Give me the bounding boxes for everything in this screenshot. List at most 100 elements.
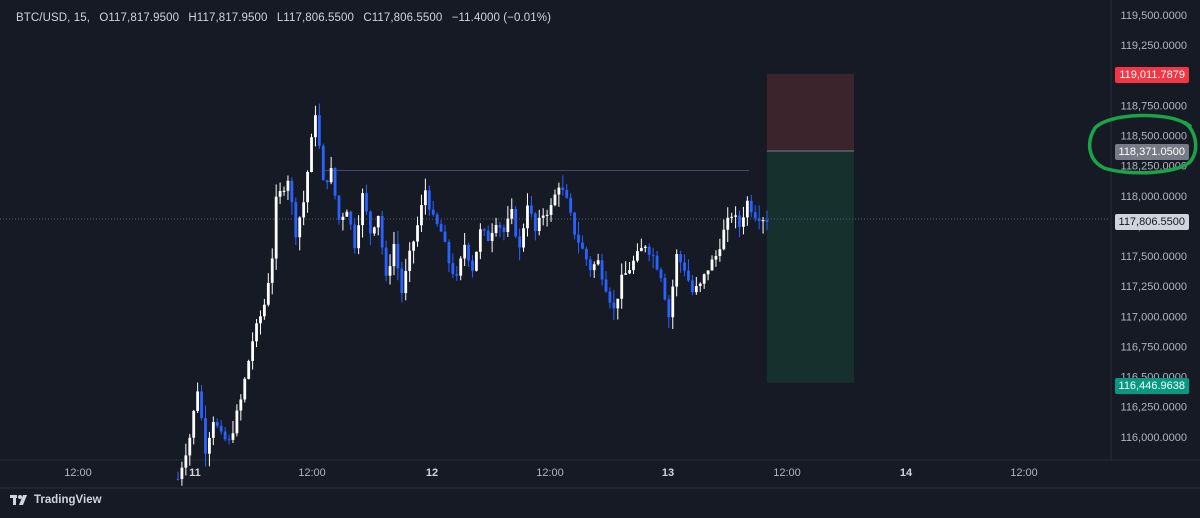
candle-body (690, 280, 694, 293)
y-tick-label: 117,250.0000 (1121, 281, 1187, 293)
y-tick-label: 119,250.0000 (1121, 40, 1187, 52)
candle-body (215, 422, 219, 426)
x-tick-label: 11 (189, 467, 201, 479)
candle-body (333, 168, 337, 196)
candle (683, 254, 686, 277)
candle-body (404, 270, 408, 294)
candle (353, 218, 357, 254)
candle (738, 210, 741, 238)
candle (502, 224, 506, 241)
candle-body (239, 399, 243, 411)
take-profit-zone[interactable] (767, 151, 854, 383)
candle-body (714, 256, 718, 260)
candle-body (698, 283, 702, 287)
candle-body (671, 286, 675, 318)
candle-body (702, 274, 706, 284)
tradingview-text: TradingView (34, 494, 102, 506)
candle (663, 273, 667, 301)
candle (624, 261, 628, 275)
candle-body (506, 218, 510, 232)
candle-body (620, 274, 624, 299)
candle-body (372, 227, 376, 234)
symbol-label[interactable]: BTC/USD, 15, (16, 12, 91, 24)
candle (219, 419, 223, 435)
candle-body (431, 209, 435, 215)
candle-body (188, 437, 192, 456)
candle (628, 261, 631, 275)
candle (584, 246, 588, 266)
candle (247, 359, 251, 380)
candle (722, 219, 726, 251)
candle-body (416, 225, 419, 242)
candle-body (694, 286, 698, 293)
candle-body (588, 259, 592, 271)
candle (380, 210, 384, 255)
candle-body (628, 270, 631, 274)
candle (526, 193, 529, 237)
candle (384, 240, 388, 282)
candle-body (592, 264, 596, 271)
candle-body (235, 410, 239, 434)
stop-loss-zone[interactable] (767, 73, 854, 152)
tradingview-logo[interactable]: TradingView (10, 489, 102, 511)
candle (282, 186, 286, 196)
candle-body (392, 243, 396, 267)
candle (443, 224, 447, 243)
candle (659, 267, 663, 283)
candle-body (636, 251, 639, 261)
candle-body (196, 391, 200, 411)
candle (321, 143, 325, 181)
candle (302, 190, 306, 226)
candle (188, 433, 192, 466)
candle (423, 178, 427, 215)
candle-body (541, 215, 545, 218)
candle-body (730, 216, 734, 218)
candle (215, 418, 219, 429)
open-value: O117,817.9500 (99, 12, 180, 24)
candle-body (533, 213, 537, 231)
y-tick-label: 116,250.0000 (1121, 402, 1187, 414)
candle-body (380, 215, 384, 248)
candle-body (231, 433, 235, 440)
candle (651, 247, 655, 269)
candle (694, 276, 698, 295)
candle (310, 133, 313, 173)
candle (632, 255, 635, 275)
candle-body (765, 220, 769, 222)
candle-body (596, 260, 600, 265)
candle-body (274, 196, 278, 259)
candle-body (204, 418, 207, 454)
candle-body (310, 137, 313, 172)
candle (208, 431, 211, 467)
candle-body (357, 225, 361, 249)
candle-body (278, 191, 282, 197)
candle (643, 245, 647, 253)
candle (317, 103, 321, 149)
candle-body (176, 478, 180, 480)
candle-body (192, 410, 196, 438)
candle-body (604, 279, 608, 292)
annotation-circle[interactable] (1087, 113, 1198, 175)
candle-body (314, 115, 317, 138)
candle (514, 206, 518, 239)
candle-body (518, 236, 522, 248)
candle (636, 243, 639, 263)
candle (372, 226, 376, 236)
candle (490, 223, 494, 253)
y-tick-label: 118,500.0000 (1121, 131, 1187, 143)
low-value: L117,806.5500 (276, 12, 355, 24)
candle (349, 210, 353, 230)
candle-body (502, 227, 506, 232)
candle (581, 235, 584, 250)
candle (180, 461, 184, 486)
candle-body (651, 254, 655, 256)
candle (714, 250, 718, 267)
x-tick-label: 12:00 (773, 467, 801, 479)
candle-body (490, 232, 494, 241)
candle-body (486, 230, 490, 241)
candle-body (211, 422, 215, 438)
candle-body (251, 341, 255, 361)
stop-price-tag: 119,011.7879 (1115, 67, 1189, 83)
